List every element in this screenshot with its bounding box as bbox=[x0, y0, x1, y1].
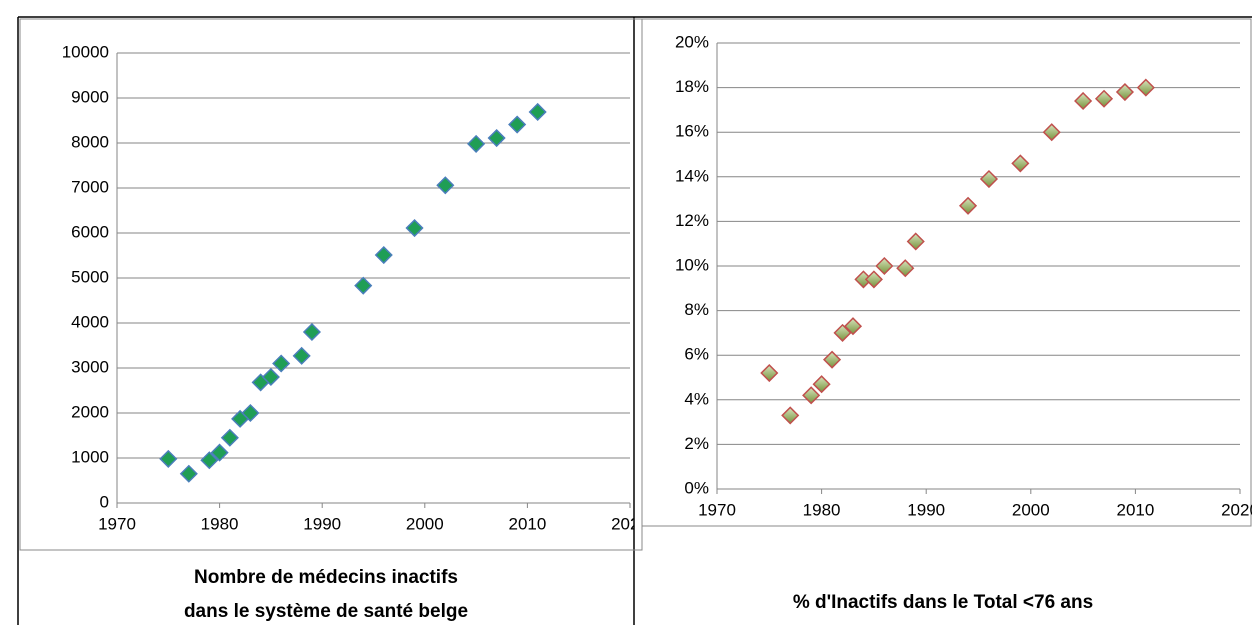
y-tick-label: 2000 bbox=[71, 402, 109, 421]
y-tick-label: 8000 bbox=[71, 132, 109, 151]
marker bbox=[241, 403, 260, 423]
y-tick-label: 20% bbox=[675, 32, 709, 51]
x-tick-label: 2020 bbox=[611, 514, 649, 533]
marker bbox=[822, 350, 842, 369]
x-tick-label: 2000 bbox=[406, 514, 444, 533]
y-tick-label: 4000 bbox=[71, 312, 109, 331]
y-tick-label: 10% bbox=[675, 255, 709, 274]
x-tick-label: 1970 bbox=[98, 514, 136, 533]
marker bbox=[802, 386, 821, 405]
marker bbox=[354, 276, 373, 295]
marker bbox=[760, 363, 779, 383]
y-tick-label: 0 bbox=[100, 492, 109, 511]
y-tick-label: 0% bbox=[684, 478, 709, 497]
marker bbox=[843, 317, 863, 336]
marker bbox=[200, 451, 219, 470]
marker bbox=[864, 270, 883, 289]
y-tick-label: 9000 bbox=[71, 87, 109, 106]
y-tick-label: 4% bbox=[684, 389, 709, 408]
marker bbox=[467, 134, 486, 153]
x-tick-label: 1970 bbox=[698, 500, 736, 519]
chart-caption: % d'Inactifs dans le Total <76 ans bbox=[793, 592, 1093, 613]
marker bbox=[374, 245, 393, 265]
marker bbox=[979, 169, 999, 189]
marker bbox=[261, 367, 280, 387]
x-tick-label: 1990 bbox=[907, 500, 945, 519]
marker bbox=[781, 406, 800, 425]
y-tick-label: 16% bbox=[675, 122, 709, 141]
y-tick-label: 18% bbox=[675, 77, 709, 96]
y-tick-label: 2% bbox=[684, 434, 709, 453]
marker bbox=[528, 102, 547, 122]
marker bbox=[302, 322, 322, 342]
x-tick-label: 2020 bbox=[1221, 500, 1252, 519]
marker bbox=[487, 128, 506, 148]
y-tick-label: 3000 bbox=[71, 357, 109, 376]
y-tick-label: 1000 bbox=[71, 447, 109, 466]
marker bbox=[1011, 154, 1030, 173]
marker bbox=[833, 323, 852, 342]
y-tick-label: 6% bbox=[684, 345, 709, 364]
y-tick-label: 5000 bbox=[71, 267, 109, 286]
marker bbox=[179, 464, 198, 483]
y-tick-label: 7000 bbox=[71, 177, 109, 196]
marker bbox=[159, 449, 178, 468]
x-tick-label: 2010 bbox=[508, 514, 546, 533]
marker bbox=[405, 218, 424, 238]
x-tick-label: 1980 bbox=[201, 514, 239, 533]
x-tick-label: 1980 bbox=[803, 500, 841, 519]
marker bbox=[1042, 123, 1061, 142]
y-tick-label: 8% bbox=[684, 300, 709, 319]
marker bbox=[958, 196, 978, 215]
y-tick-label: 12% bbox=[675, 211, 709, 230]
chart-left: 0 1000 2000 3000 4000 5000 6000 7000 8000 9000 100… bbox=[62, 42, 649, 533]
marker bbox=[210, 443, 229, 462]
marker bbox=[906, 232, 925, 251]
marker bbox=[1136, 78, 1155, 97]
chart-caption: Nombre de médecins inactifs bbox=[194, 567, 458, 588]
marker bbox=[508, 115, 527, 134]
marker bbox=[896, 259, 915, 278]
marker bbox=[1094, 89, 1114, 108]
marker bbox=[1115, 82, 1135, 102]
x-tick-label: 2000 bbox=[1012, 500, 1050, 519]
marker bbox=[812, 375, 831, 394]
marker bbox=[220, 428, 239, 447]
x-tick-label: 2010 bbox=[1116, 500, 1154, 519]
x-tick-label: 1990 bbox=[303, 514, 341, 533]
marker bbox=[272, 354, 291, 373]
y-tick-label: 10000 bbox=[62, 42, 109, 61]
y-tick-label: 6000 bbox=[71, 222, 109, 241]
marker bbox=[875, 256, 894, 276]
marker bbox=[436, 176, 455, 195]
chart-frame bbox=[19, 18, 643, 551]
y-tick-label: 14% bbox=[675, 166, 709, 185]
captions: Nombre de médecins inactifs dans le systè… bbox=[184, 567, 1093, 622]
chart-frame bbox=[641, 18, 1252, 527]
chart-right: 0% 2% 4% 6% 8% 10% 12% 14% 16% 18% 20% 1970 1980 1990… bbox=[675, 32, 1252, 519]
marker bbox=[292, 346, 311, 365]
marker bbox=[1074, 91, 1093, 111]
chart-caption: dans le système de santé belge bbox=[184, 601, 468, 622]
